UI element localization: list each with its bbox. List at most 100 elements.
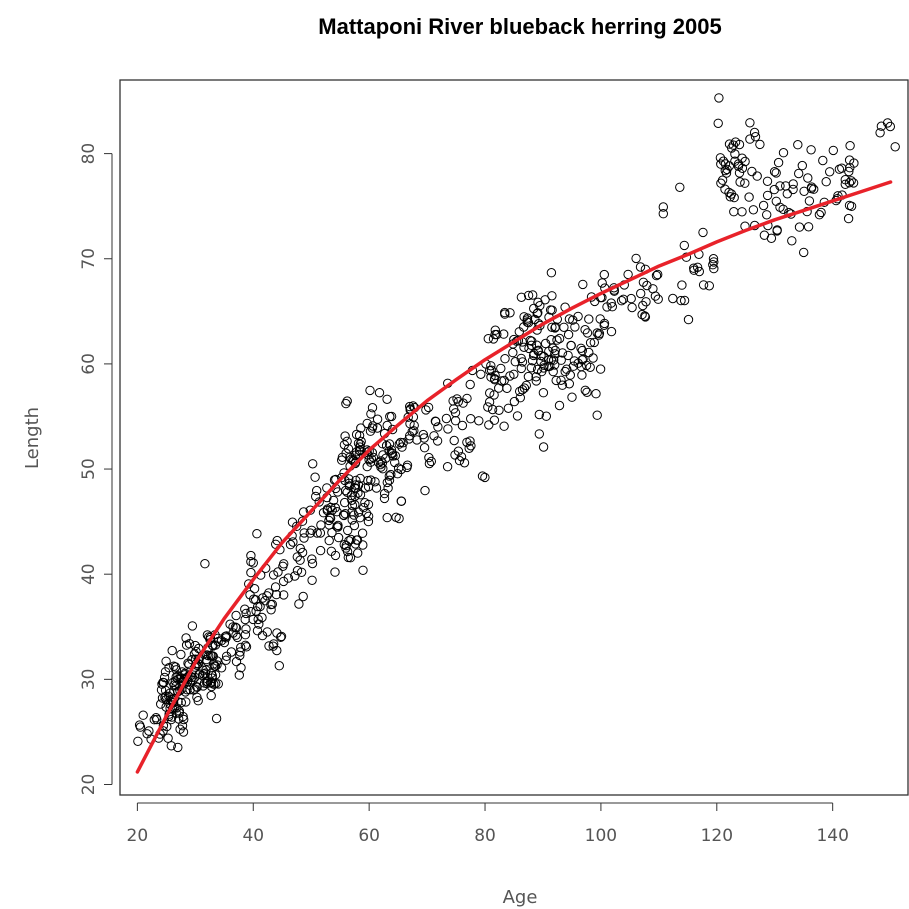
data-point [580, 325, 590, 335]
data-point [650, 291, 661, 301]
data-point [818, 155, 828, 166]
data-point [531, 372, 541, 382]
data-point [806, 145, 816, 155]
data-point [771, 168, 781, 178]
data-point [394, 439, 404, 449]
data-point [396, 496, 407, 506]
x-tick-label: 60 [358, 826, 380, 846]
data-point [342, 436, 352, 446]
data-point [449, 435, 459, 446]
data-point [365, 426, 376, 436]
data-point [717, 175, 728, 185]
data-point [744, 192, 754, 202]
data-point [340, 509, 350, 519]
data-point [273, 567, 283, 577]
data-point [174, 714, 184, 724]
y-axis-label: Length [22, 407, 43, 469]
data-point [228, 622, 238, 632]
data-point [246, 567, 256, 578]
data-point [343, 552, 353, 563]
data-point [419, 443, 430, 453]
data-point [267, 599, 277, 609]
data-point [515, 386, 525, 397]
data-point [368, 452, 379, 463]
data-point [557, 380, 568, 390]
data-point [716, 159, 726, 169]
data-point [509, 396, 520, 407]
data-point [814, 210, 825, 220]
data-point [585, 362, 595, 372]
data-point [376, 456, 386, 466]
data-point [354, 430, 365, 441]
data-point [714, 93, 724, 103]
data-point [642, 280, 652, 291]
data-point [521, 380, 531, 391]
data-point [216, 636, 227, 646]
data-point [271, 589, 282, 600]
data-point [357, 528, 368, 538]
data-point [825, 167, 835, 177]
data-point [658, 209, 668, 219]
data-point [577, 370, 587, 380]
data-point [816, 207, 826, 218]
data-point [364, 446, 374, 456]
data-point [315, 528, 326, 538]
data-point [297, 516, 308, 526]
data-point [748, 205, 759, 215]
data-point [350, 458, 360, 469]
data-point [318, 508, 329, 518]
data-point [353, 480, 364, 490]
data-point [486, 361, 496, 371]
data-point [341, 398, 351, 409]
data-point [788, 179, 798, 189]
data-point [216, 663, 227, 673]
data-point [698, 280, 709, 290]
data-point [374, 388, 385, 398]
data-point [341, 543, 351, 553]
data-point [342, 396, 352, 406]
data-point [606, 326, 617, 337]
data-point [846, 201, 857, 212]
data-point [178, 727, 189, 737]
data-point [486, 365, 497, 375]
data-point [276, 631, 287, 642]
data-point [547, 291, 557, 301]
data-point [730, 149, 740, 159]
data-point [157, 693, 168, 703]
data-point [207, 671, 218, 681]
data-point [747, 166, 757, 177]
data-point [499, 329, 509, 339]
data-point [527, 336, 537, 346]
data-point [298, 591, 308, 602]
data-point [535, 320, 545, 331]
data-point [626, 293, 636, 304]
data-point [548, 366, 558, 377]
data-point [360, 498, 370, 508]
data-point [773, 157, 784, 168]
data-point [310, 472, 320, 482]
data-point [330, 550, 341, 561]
data-point [516, 363, 526, 374]
data-point [340, 431, 350, 441]
data-point [383, 483, 393, 493]
data-point [366, 409, 376, 419]
data-point [709, 263, 719, 274]
data-point [584, 314, 594, 324]
data-point [356, 423, 366, 433]
data-point [274, 661, 284, 671]
data-points [133, 93, 900, 753]
data-point [516, 292, 527, 302]
data-point [729, 207, 739, 217]
data-point [599, 269, 609, 280]
data-point [142, 729, 152, 739]
data-point [176, 649, 186, 660]
data-point [713, 118, 723, 129]
data-point [653, 269, 663, 280]
data-point [759, 230, 770, 240]
data-point [202, 650, 212, 660]
data-point [508, 347, 518, 358]
data-point [490, 325, 500, 335]
data-point [359, 502, 369, 513]
data-point [391, 512, 401, 522]
